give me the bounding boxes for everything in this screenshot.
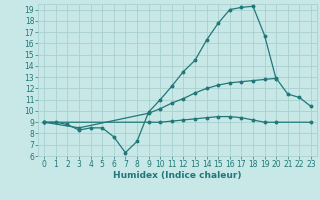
X-axis label: Humidex (Indice chaleur): Humidex (Indice chaleur) (113, 171, 242, 180)
